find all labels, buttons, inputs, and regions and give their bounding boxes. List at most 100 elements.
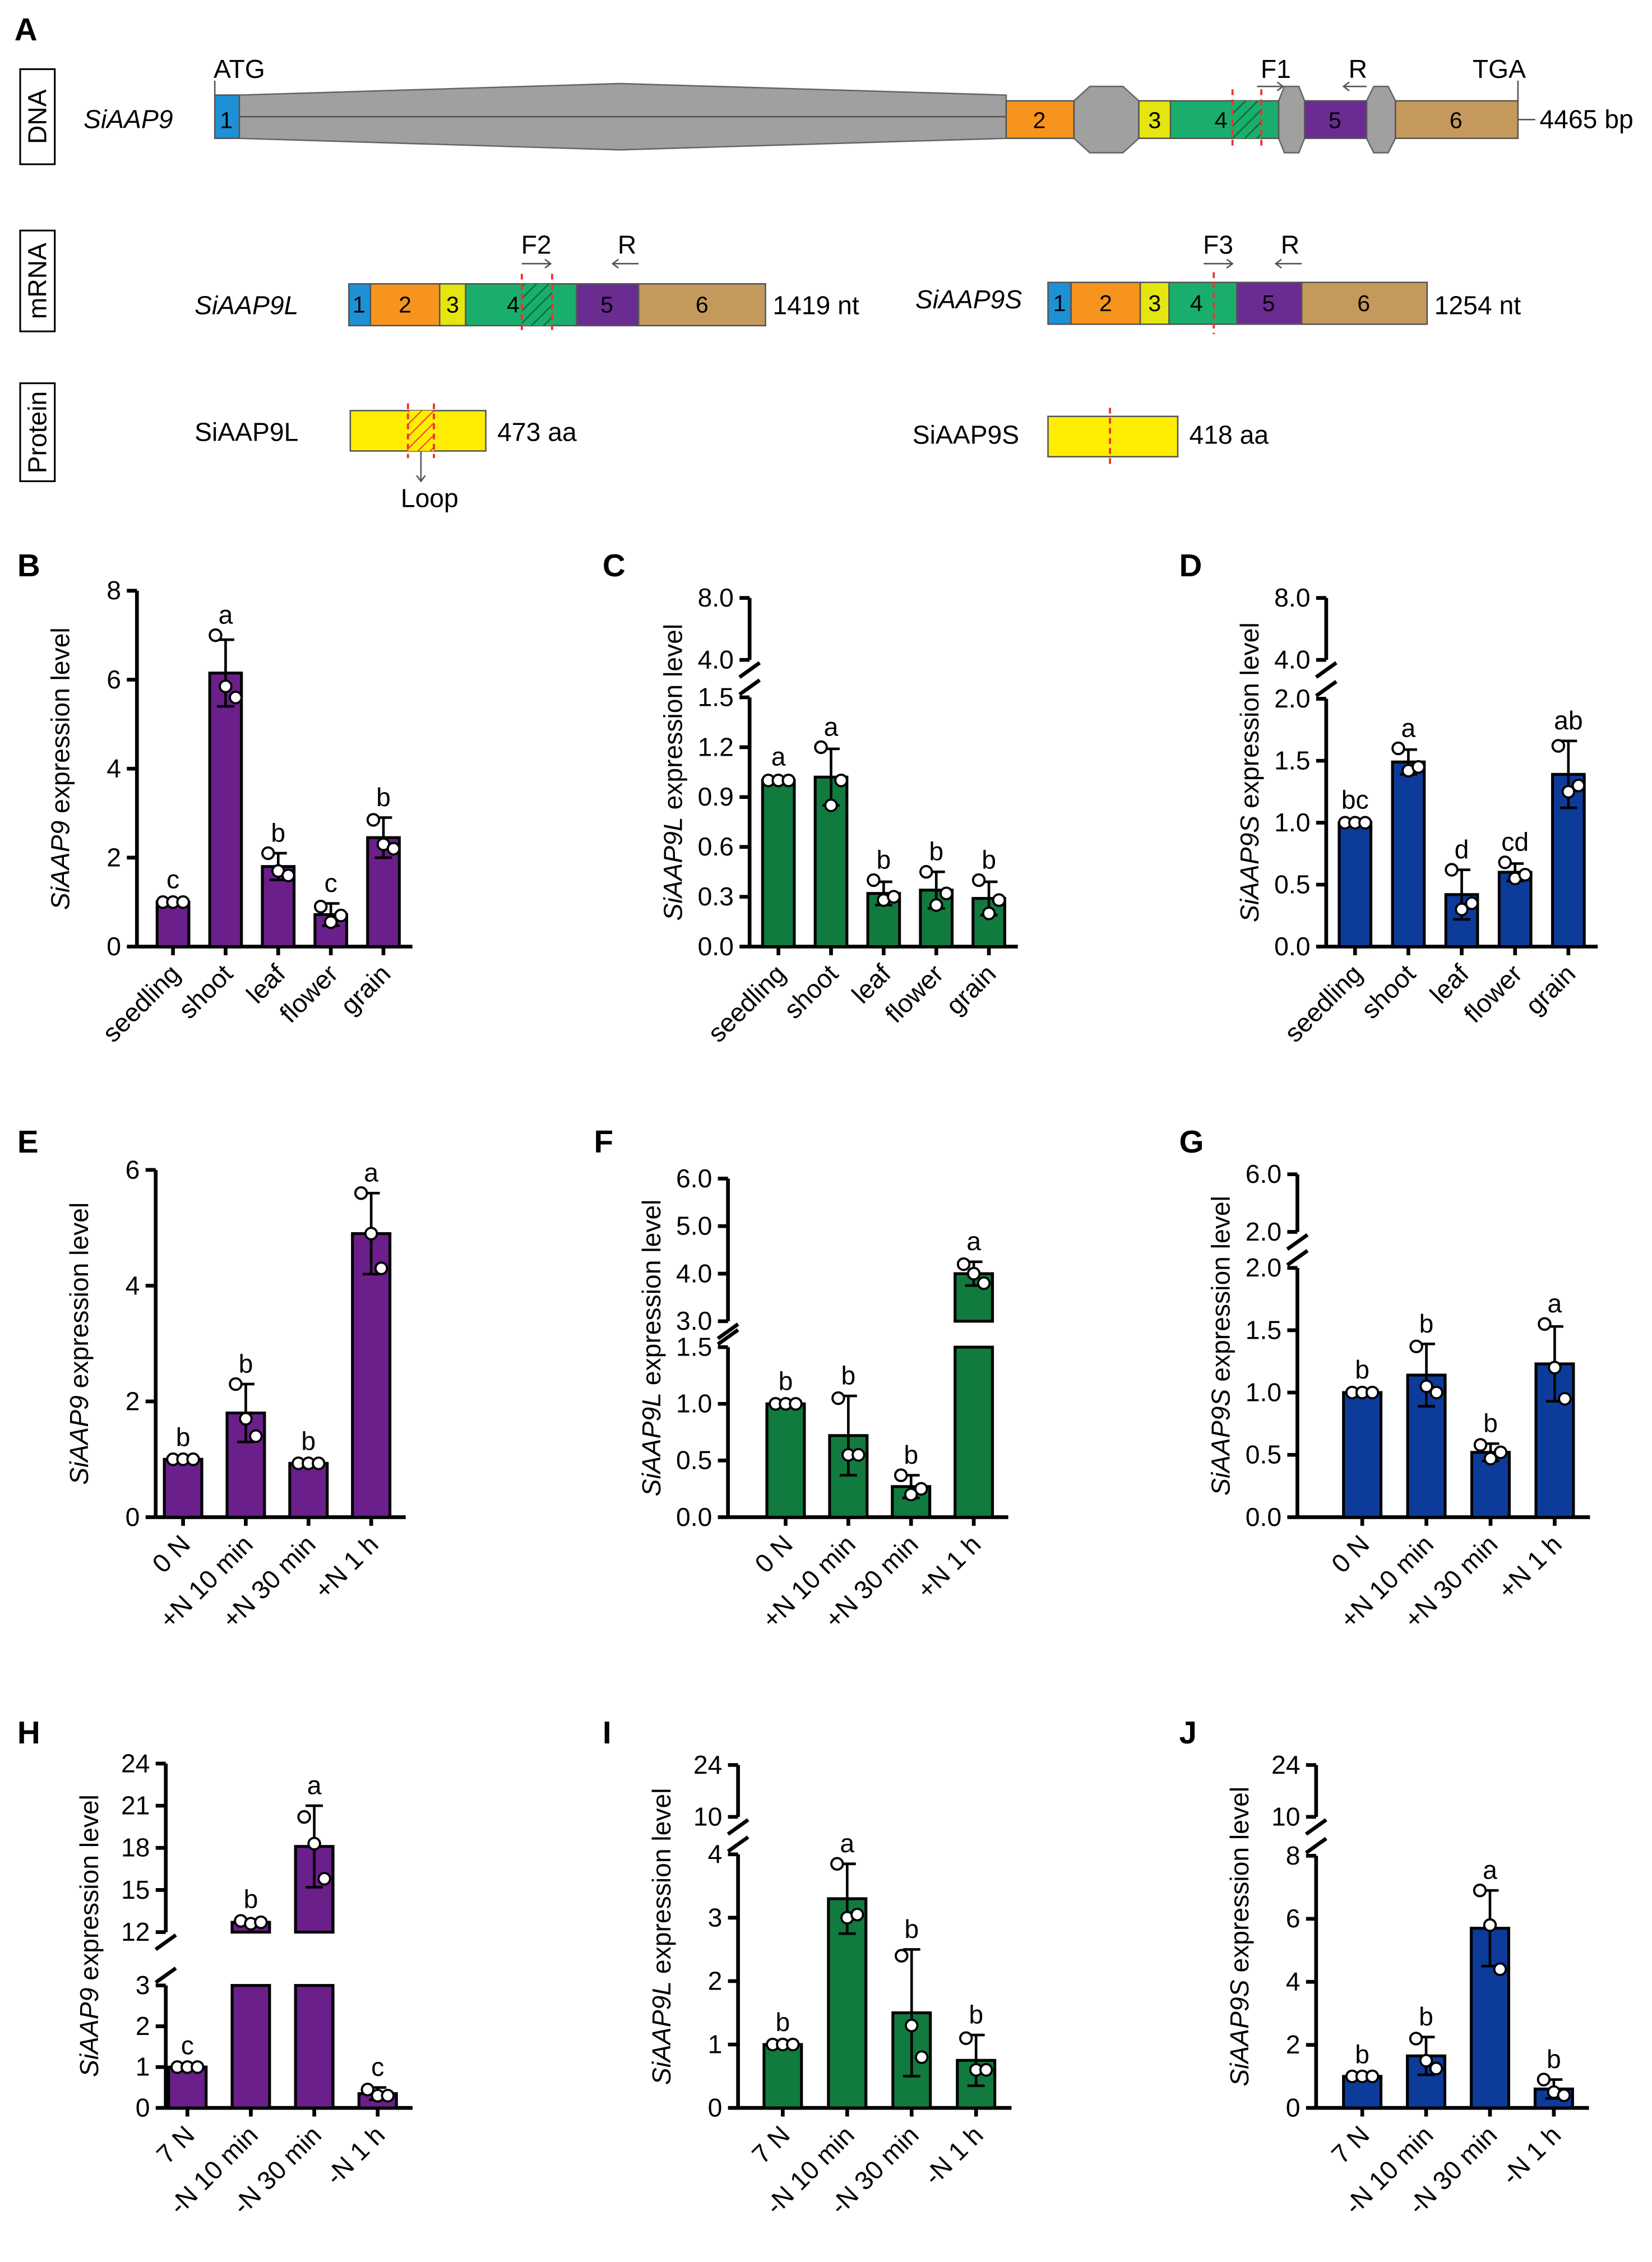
- x-tick-label: -N 1 h: [1496, 2120, 1566, 2191]
- y-tick-label: 1.5: [698, 682, 734, 711]
- x-tick-label: 7 N: [151, 2120, 200, 2170]
- significance-letter: a: [1548, 1289, 1562, 1318]
- y-tick-label: 4.0: [676, 1259, 712, 1288]
- y-axis-label-gene: SiAAP9: [75, 1988, 104, 2077]
- exon: [1168, 281, 1238, 325]
- data-point: [1419, 2053, 1433, 2068]
- data-point: [834, 773, 848, 788]
- hatched-region: [1232, 100, 1262, 138]
- significance-letter: b: [1483, 1409, 1498, 1438]
- y-tick-label: 18: [121, 1833, 150, 1862]
- data-point: [249, 1429, 263, 1444]
- primer-arrow: [1204, 258, 1234, 269]
- axis-break: [1286, 1249, 1309, 1267]
- primer-label: F3: [1203, 230, 1233, 259]
- data-point: [904, 1487, 918, 1502]
- data-point: [191, 2060, 205, 2074]
- exon-number: 6: [696, 292, 709, 318]
- significance-letter: b: [176, 1422, 191, 1451]
- panel-letter: E: [17, 1124, 39, 1159]
- significance-letter: b: [1419, 1309, 1434, 1338]
- y-tick-label: 2.0: [1246, 1253, 1281, 1282]
- bar: [954, 1345, 994, 1519]
- significance-letter: c: [166, 865, 179, 894]
- y-tick-label: 10: [693, 1802, 722, 1831]
- y-tick-label: 0.5: [1274, 870, 1310, 899]
- x-tick-label: +N 1 h: [1492, 1529, 1567, 1604]
- exon-number: 1: [220, 108, 233, 133]
- significance-letter: a: [364, 1158, 378, 1187]
- hatched-region: [408, 410, 434, 451]
- data-point: [1391, 741, 1405, 756]
- panel-letter: J: [1179, 1715, 1197, 1750]
- y-tick-label: 0: [126, 1502, 140, 1532]
- stop-codon: TGA: [1473, 54, 1526, 84]
- exon-number: 5: [1329, 108, 1341, 133]
- y-tick-label: 3.0: [676, 1306, 712, 1335]
- data-point: [366, 813, 381, 827]
- y-axis-label: SiAAP9 expression level: [45, 627, 75, 910]
- y-axis-label: SiAAP9 expression level: [64, 1202, 94, 1485]
- exon: [576, 283, 640, 327]
- bar: [761, 779, 796, 949]
- bar-chart: F 0.0 0.5 1.0 1.53.0 4.0 5.0 6.0 SiAAP9L expressi…: [594, 1124, 1008, 1634]
- y-axis-label: SiAAP9L expression level: [647, 1788, 676, 2085]
- x-tick-label: 7 N: [746, 2120, 795, 2170]
- significance-letter: b: [904, 1914, 919, 1944]
- significance-letter: b: [1355, 2040, 1369, 2069]
- exon: [1005, 100, 1075, 140]
- primer-label: R: [618, 230, 636, 259]
- data-point: [1455, 903, 1469, 917]
- data-point: [1419, 1379, 1433, 1394]
- y-axis-label-gene: SiAAP9L: [658, 817, 687, 920]
- data-point: [781, 773, 795, 788]
- y-tick-label: 24: [1271, 1750, 1300, 1779]
- data-point: [229, 1377, 243, 1391]
- y-tick-label: 0: [1286, 2093, 1301, 2122]
- data-point: [1493, 1445, 1508, 1459]
- length-label: 1419 nt: [772, 290, 859, 320]
- y-axis-label-text: expression level: [647, 1788, 676, 1974]
- y-axis-label-text: expression level: [637, 1200, 666, 1386]
- y-tick-label: 0.3: [698, 882, 734, 911]
- hatched-region: [521, 284, 552, 326]
- data-point: [1445, 863, 1459, 877]
- data-point: [1551, 739, 1566, 753]
- bar: [351, 1232, 392, 1519]
- data-point: [992, 893, 1006, 907]
- axis-break: [738, 661, 761, 679]
- exon: [1394, 100, 1519, 140]
- bar: [1391, 760, 1426, 949]
- data-point: [905, 2018, 919, 2033]
- data-point: [1538, 1317, 1552, 1331]
- data-point: [1493, 1962, 1507, 1976]
- data-point: [386, 841, 401, 856]
- data-point: [1518, 868, 1532, 882]
- data-point: [867, 873, 881, 887]
- y-axis-label-gene: SiAAP9L: [637, 1393, 666, 1496]
- primer-arrow: [1257, 81, 1284, 91]
- data-point: [1465, 896, 1479, 910]
- panel-letter: G: [1179, 1124, 1204, 1159]
- y-tick-label: 0: [708, 2093, 723, 2122]
- y-axis-label-gene: SiAAP9S: [1235, 816, 1264, 922]
- y-tick-label: 0.0: [1246, 1502, 1281, 1532]
- exon: [1303, 100, 1368, 140]
- y-tick-label: 1.0: [1274, 808, 1310, 837]
- significance-letter: b: [301, 1427, 316, 1456]
- significance-letter: ab: [1554, 706, 1582, 735]
- significance-letter: bc: [1341, 785, 1369, 815]
- data-point: [1412, 760, 1426, 774]
- y-axis-label: SiAAP9 expression level: [75, 1794, 104, 2077]
- data-point: [915, 2050, 929, 2064]
- x-tick-label: flower: [274, 959, 344, 1028]
- data-point: [887, 890, 901, 904]
- data-point: [830, 1857, 844, 1871]
- x-tick-label: 0 N: [146, 1529, 196, 1579]
- data-point: [1537, 2073, 1551, 2087]
- y-axis-label: SiAAP9S expression level: [1235, 622, 1264, 922]
- y-tick-label: 6.0: [676, 1164, 712, 1193]
- primer-label: R: [1349, 54, 1367, 84]
- y-axis-label-text: expression level: [658, 624, 687, 810]
